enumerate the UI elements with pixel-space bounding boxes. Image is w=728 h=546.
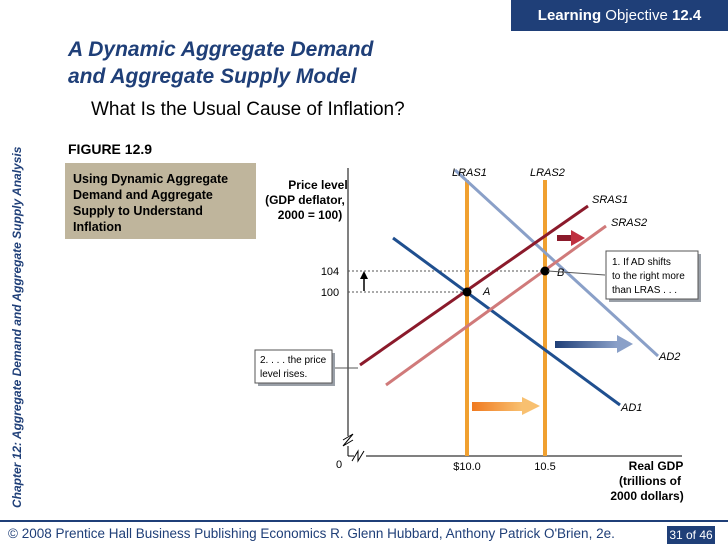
sras1-label: SRAS1 [592,194,628,206]
badge-text: Objective [605,7,668,24]
sras1-curve [359,204,589,367]
lras2-label: LRAS2 [530,167,565,179]
title-line-1: A Dynamic Aggregate Demand [68,38,374,61]
y-axis-break [342,433,354,447]
sras2-curve [385,224,607,387]
y-axis-label-3: 2000 = 100) [278,208,342,222]
note1-line-2: to the right more [612,271,685,282]
figure-label: FIGURE 12.9 [68,141,153,157]
ad1-label: AD1 [620,402,642,414]
y-tick-100: 100 [321,287,339,299]
footer-divider [0,520,728,522]
y-axis-label-1: Price level [288,178,347,192]
x-tick-10-5: 10.5 [534,461,555,473]
ad1-curve [392,236,621,407]
x-axis-break [351,449,365,463]
ad2-label: AD2 [658,351,680,363]
price-up-arrowhead [360,271,368,279]
y-tick-104: 104 [321,266,339,278]
note2-line-1: 2. . . . the price [260,355,327,366]
page-number-badge: 31 of 46 [667,526,715,544]
point-a [462,287,472,297]
note2-box [254,349,333,384]
x-axis-label-2: (trillions of [619,474,682,488]
figure-caption-box: Using Dynamic Aggregate Demand and Aggre… [65,163,256,239]
sras-shift-arrow-body [557,235,571,241]
x-tick-10: $10.0 [453,461,481,473]
lras-shift-arrowhead [522,397,540,415]
ad-shift-arrow-body [555,341,617,348]
note1-line-3: than LRAS . . . [612,285,677,296]
point-b-label: B [557,267,564,279]
x-axis-label-1: Real GDP [629,459,684,473]
point-b [540,266,550,276]
lras-shift-arrow-body [472,402,522,411]
question-heading: What Is the Usual Cause of Inflation? [91,99,405,120]
ad-shift-arrowhead [617,335,633,353]
sras-shift-arrowhead [571,230,585,246]
title-line-2: and Aggregate Supply Model [68,65,357,88]
note1-box [605,250,699,300]
point-a-label: A [482,286,490,298]
sras2-label: SRAS2 [611,217,647,229]
origin-label: 0 [336,459,342,471]
x-axis-label-3: 2000 dollars) [610,489,683,503]
footer-credits: © 2008 Prentice Hall Business Publishing… [8,526,615,541]
lras1-label: LRAS1 [452,167,487,179]
note1-line-1: 1. If AD shifts [612,257,671,268]
badge-prefix: Learning [537,7,602,24]
badge-number: 12.4 [672,7,702,24]
note2-line-2: level rises. [260,369,307,380]
y-axis-label-2: (GDP deflator, [265,193,345,207]
figure-caption: Using Dynamic Aggregate Demand and Aggre… [73,172,229,234]
learning-objective-badge: Learning Objective 12.4 [511,0,728,31]
note1-pointer [547,270,606,276]
slide-title: A Dynamic Aggregate Demand and Aggregate… [68,36,373,90]
